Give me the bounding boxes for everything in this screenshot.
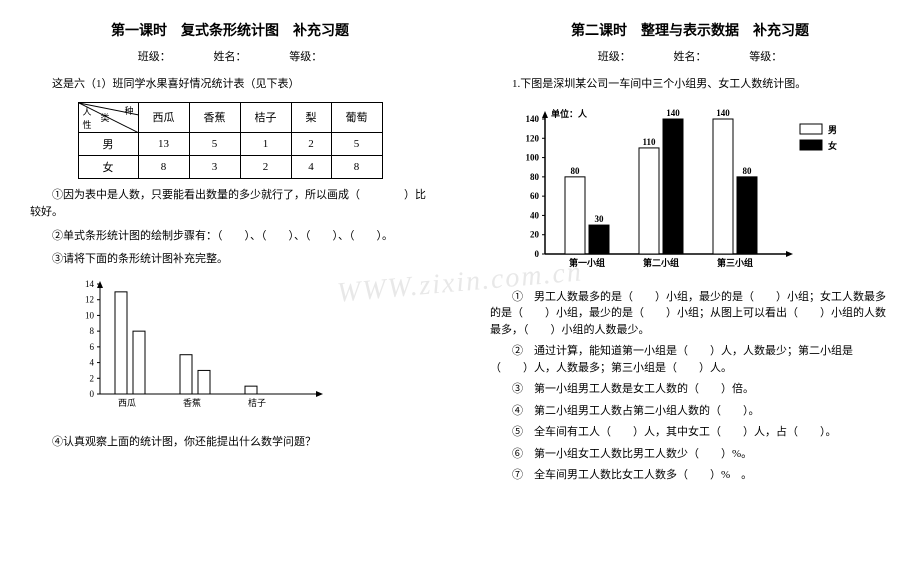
svg-text:西瓜: 西瓜 — [118, 398, 136, 408]
svg-text:80: 80 — [530, 171, 540, 181]
p2-q7: ⑦ 全车间男工人数比女工人数多（ ）% 。 — [490, 467, 890, 484]
cell: 8 — [138, 155, 189, 178]
cell: 1 — [240, 132, 291, 155]
svg-text:140: 140 — [526, 114, 540, 124]
p2-q5: ⑤ 全车间有工人（ ）人，其中女工（ ）人，占（ ）。 — [490, 424, 890, 441]
chart1: 14 12 10 8 6 4 2 0 西瓜 香蕉 桔子 — [70, 279, 430, 424]
diag-mid: 类 — [101, 111, 110, 124]
svg-text:第二小组: 第二小组 — [643, 257, 679, 268]
diag-header-cell: 种 类 人性 — [78, 102, 138, 132]
diag-top: 种 — [124, 104, 133, 117]
page1-meta: 班级： 姓名： 等级： — [30, 48, 430, 64]
table-row: 女 8 3 2 4 8 — [78, 155, 382, 178]
svg-text:0: 0 — [535, 249, 540, 259]
svg-text:60: 60 — [530, 191, 540, 201]
diag-bot: 人性 — [83, 105, 92, 131]
class-label: 班级： — [598, 51, 631, 63]
page2-title: 第二课时 整理与表示数据 补充习题 — [490, 20, 890, 40]
cell: 5 — [189, 132, 240, 155]
svg-text:8: 8 — [90, 326, 95, 336]
chart2: 单位：人 0 20 40 60 80 100 120 140 男女 80 30 第一小组 110 140 第二… — [510, 104, 890, 279]
p2-q2: ② 通过计算，能知道第一小组是（ ）人，人数最少；第二小组是（ ）人，人数最多；… — [490, 343, 890, 376]
cell: 8 — [331, 155, 382, 178]
table-row: 种 类 人性 西瓜 香蕉 桔子 梨 葡萄 — [78, 102, 382, 132]
class-label: 班级： — [138, 51, 171, 63]
col-header: 桔子 — [240, 102, 291, 132]
svg-text:单位：人: 单位：人 — [551, 108, 588, 119]
svg-text:120: 120 — [526, 133, 540, 143]
svg-text:140: 140 — [666, 108, 680, 118]
cell: 4 — [291, 155, 331, 178]
chart1-svg: 14 12 10 8 6 4 2 0 西瓜 香蕉 桔子 — [70, 279, 330, 419]
q2: ②单式条形统计图的绘制步骤有：（ ）、（ ）、（ ）、（ ）。 — [30, 228, 430, 246]
svg-text:女: 女 — [828, 140, 837, 151]
p2-q6: ⑥ 第一小组女工人数比男工人数少（ ）%。 — [490, 446, 890, 463]
row-label: 女 — [78, 155, 138, 178]
q4: ④认真观察上面的统计图，你还能提出什么数学问题？ — [30, 434, 430, 452]
col-header: 香蕉 — [189, 102, 240, 132]
cell: 3 — [189, 155, 240, 178]
page2-intro: 1.下图是深圳某公司一车间中三个小组男、女工人数统计图。 — [490, 76, 890, 94]
svg-text:男: 男 — [828, 125, 837, 135]
row-label: 男 — [78, 132, 138, 155]
svg-text:140: 140 — [716, 108, 730, 118]
col-header: 梨 — [291, 102, 331, 132]
svg-text:桔子: 桔子 — [248, 397, 266, 408]
page-left: 第一课时 复式条形统计图 补充习题 班级： 姓名： 等级： 这是六（1）班同学水… — [0, 0, 460, 565]
page1-intro: 这是六（1）班同学水果喜好情况统计表（见下表） — [30, 76, 430, 94]
svg-text:2: 2 — [90, 373, 95, 383]
svg-text:12: 12 — [85, 295, 94, 305]
svg-text:6: 6 — [90, 342, 95, 352]
cell: 2 — [291, 132, 331, 155]
cell: 5 — [331, 132, 382, 155]
svg-text:30: 30 — [595, 214, 605, 224]
svg-text:香蕉: 香蕉 — [183, 397, 201, 408]
col-header: 西瓜 — [138, 102, 189, 132]
chart2-svg: 单位：人 0 20 40 60 80 100 120 140 男女 80 30 第一小组 110 140 第二… — [510, 104, 870, 274]
page2-meta: 班级： 姓名： 等级： — [490, 48, 890, 64]
svg-text:100: 100 — [526, 152, 540, 162]
page-right: 第二课时 整理与表示数据 补充习题 班级： 姓名： 等级： 1.下图是深圳某公司… — [460, 0, 920, 565]
svg-text:20: 20 — [530, 229, 540, 239]
fruit-table: 种 类 人性 西瓜 香蕉 桔子 梨 葡萄 男 13 5 1 2 5 女 8 3 … — [78, 102, 383, 179]
svg-text:第三小组: 第三小组 — [717, 257, 753, 268]
svg-text:80: 80 — [743, 165, 753, 175]
cell: 13 — [138, 132, 189, 155]
svg-text:第一小组: 第一小组 — [569, 257, 605, 268]
p2-q1: ① 男工人数最多的是（ ）小组，最少的是（ ）小组；女工人数最多的是（ ）小组，… — [490, 289, 890, 339]
svg-text:80: 80 — [571, 165, 581, 175]
q1: ①因为表中是人数，只要能看出数量的多少就行了，所以画成（ ）比较好。 — [30, 187, 430, 222]
svg-text:4: 4 — [90, 358, 95, 368]
svg-text:110: 110 — [642, 137, 656, 147]
name-label: 姓名： — [214, 51, 247, 63]
p2-q4: ④ 第二小组男工人数占第二小组人数的（ ）。 — [490, 403, 890, 420]
svg-text:10: 10 — [85, 310, 95, 320]
name-label: 姓名： — [674, 51, 707, 63]
grade-label: 等级： — [289, 51, 322, 63]
svg-text:0: 0 — [90, 389, 95, 399]
table-row: 男 13 5 1 2 5 — [78, 132, 382, 155]
cell: 2 — [240, 155, 291, 178]
page1-title: 第一课时 复式条形统计图 补充习题 — [30, 20, 430, 40]
col-header: 葡萄 — [331, 102, 382, 132]
p2-q3: ③ 第一小组男工人数是女工人数的（ ）倍。 — [490, 381, 890, 398]
q3: ③请将下面的条形统计图补充完整。 — [30, 251, 430, 269]
svg-text:40: 40 — [530, 210, 540, 220]
svg-text:14: 14 — [85, 279, 95, 289]
grade-label: 等级： — [749, 51, 782, 63]
